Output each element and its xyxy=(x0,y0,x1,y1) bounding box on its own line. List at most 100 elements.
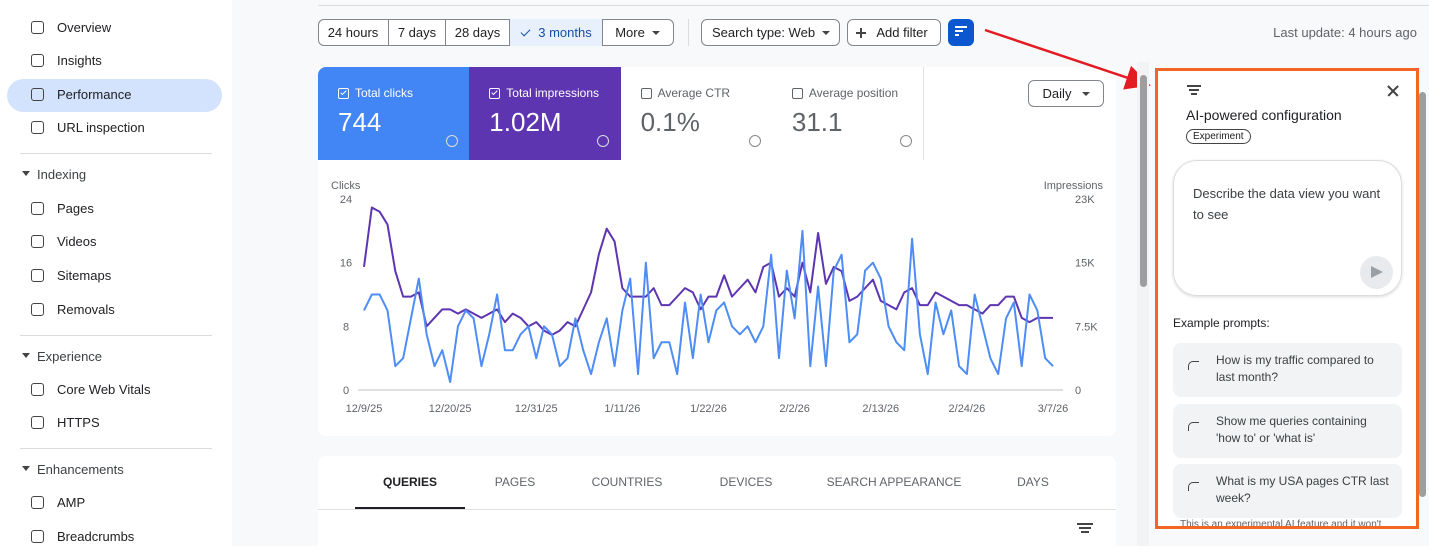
metric-label: Total clicks xyxy=(355,86,414,100)
nav-item[interactable]: Overview xyxy=(57,20,112,35)
help-icon xyxy=(597,135,610,147)
panel-scroll-thumb[interactable] xyxy=(1419,92,1426,497)
granularity-select[interactable]: Daily xyxy=(1028,80,1104,107)
last-update: Last update: 4 hours ago xyxy=(1273,25,1417,40)
metric-tile[interactable] xyxy=(318,67,470,160)
prompt-text: Show me queries containing 'how to' or '… xyxy=(1216,413,1367,445)
nav-icon xyxy=(31,21,44,34)
nav-icon xyxy=(31,383,44,396)
series-line xyxy=(363,229,1054,384)
range-button[interactable]: 28 days xyxy=(445,19,509,46)
help-icon xyxy=(899,135,912,147)
filter-icon-line xyxy=(1077,523,1093,525)
section-title[interactable]: Indexing xyxy=(37,167,87,182)
prompts-label: Example prompts: xyxy=(1173,316,1270,330)
x-tick-label: 3/7/26 xyxy=(1038,403,1069,415)
checkbox xyxy=(640,88,652,99)
nav-item[interactable]: Performance xyxy=(57,87,132,102)
chart: Clicks Impressions 0 8 16 24 0 7.5K 15K 23K 12/9/2… xyxy=(331,180,1104,415)
search-type[interactable]: Search type: Web xyxy=(701,19,840,46)
metric-label: Average CTR xyxy=(657,86,731,100)
caret xyxy=(22,353,30,358)
plus-v xyxy=(860,28,862,38)
x-tick-label: 1/22/26 xyxy=(690,403,727,415)
x-tick-label: 2/2/26 xyxy=(779,403,810,415)
nav-item[interactable]: Insights xyxy=(57,53,102,68)
section-title[interactable]: Experience xyxy=(37,349,103,364)
tab[interactable]: COUNTRIES xyxy=(591,475,663,489)
range-group xyxy=(318,19,674,46)
y2-tick-label: 0 xyxy=(1075,385,1081,397)
range-button[interactable]: 3 months xyxy=(509,19,602,46)
ai-config-button[interactable] xyxy=(948,19,974,46)
tab[interactable]: DEVICES xyxy=(719,475,773,489)
nav-icon xyxy=(31,269,44,282)
y-tick-label: 24 xyxy=(340,194,352,206)
x-tick-label: 1/11/26 xyxy=(604,403,640,415)
metric-tile[interactable] xyxy=(469,67,622,160)
checkbox xyxy=(489,88,501,99)
tab[interactable]: PAGES xyxy=(494,475,536,489)
nav-item[interactable]: AMP xyxy=(57,495,86,510)
prompt-text: How is my traffic compared to last month… xyxy=(1216,353,1374,384)
tab[interactable]: DAYS xyxy=(1017,475,1049,489)
y-tick-label: 8 xyxy=(343,321,349,333)
prompt-arrow xyxy=(1188,482,1199,491)
nav-item[interactable]: URL inspection xyxy=(57,120,145,135)
nav-icon xyxy=(31,88,44,101)
series-line xyxy=(363,206,1053,336)
nav-item[interactable]: Videos xyxy=(57,234,97,249)
nav-icon xyxy=(31,121,44,134)
example-prompt[interactable] xyxy=(1173,464,1402,518)
caret xyxy=(22,171,30,176)
y2-tick-label: 7.5K xyxy=(1075,321,1098,333)
metric-label: Average position xyxy=(808,86,899,100)
y-axis-label: Clicks xyxy=(331,180,361,192)
metric-value: 0.1% xyxy=(640,107,700,137)
y2-tick-label: 23K xyxy=(1075,194,1095,206)
tab[interactable]: SEARCH APPEARANCE xyxy=(826,475,962,489)
scroll-thumb[interactable] xyxy=(1140,75,1147,287)
nav-item[interactable]: HTTPS xyxy=(57,415,100,430)
range-button[interactable]: 7 days xyxy=(388,19,445,46)
nav-icon xyxy=(31,496,44,509)
nav-icon xyxy=(31,303,44,316)
nav-icon xyxy=(31,235,44,248)
prompt-input[interactable] xyxy=(1173,160,1402,296)
icon-line xyxy=(955,34,959,36)
x-tick-label: 12/9/25 xyxy=(346,403,383,415)
nav-item[interactable]: Pages xyxy=(57,201,94,216)
tab[interactable]: QUERIES xyxy=(382,475,437,489)
help-icon xyxy=(748,135,761,147)
divider xyxy=(20,153,212,154)
tabs-divider xyxy=(318,509,1116,510)
icon-line xyxy=(955,30,963,32)
divider xyxy=(20,335,212,336)
nav-item[interactable]: Sitemaps xyxy=(57,268,112,283)
caret xyxy=(1082,92,1090,96)
send-arrow xyxy=(1371,266,1383,278)
top-border xyxy=(318,5,1429,6)
ai-icon-line xyxy=(1187,85,1201,87)
metric-value: 744 xyxy=(338,107,382,137)
icon-line xyxy=(955,26,967,28)
metric-tile[interactable] xyxy=(771,67,924,160)
caret xyxy=(822,31,830,35)
metric-value: 31.1 xyxy=(791,107,843,137)
tabs-card xyxy=(318,456,1116,556)
range-button[interactable]: 24 hours xyxy=(327,25,379,40)
section-title[interactable]: Enhancements xyxy=(37,462,124,477)
example-prompt[interactable] xyxy=(1173,343,1402,397)
checkbox xyxy=(338,88,349,99)
nav-item[interactable]: Breadcrumbs xyxy=(57,529,135,544)
nav-item[interactable]: Removals xyxy=(57,302,115,317)
help-icon xyxy=(446,135,458,147)
nav-icon xyxy=(31,530,44,543)
range-button[interactable]: More xyxy=(602,19,673,46)
x-tick-label: 12/20/25 xyxy=(429,403,472,415)
nav-item[interactable]: Core Web Vitals xyxy=(57,382,151,397)
example-prompt[interactable] xyxy=(1173,403,1402,458)
y2-tick-label: 15K xyxy=(1075,258,1095,270)
y2-axis-label: Impressions xyxy=(1044,180,1104,192)
